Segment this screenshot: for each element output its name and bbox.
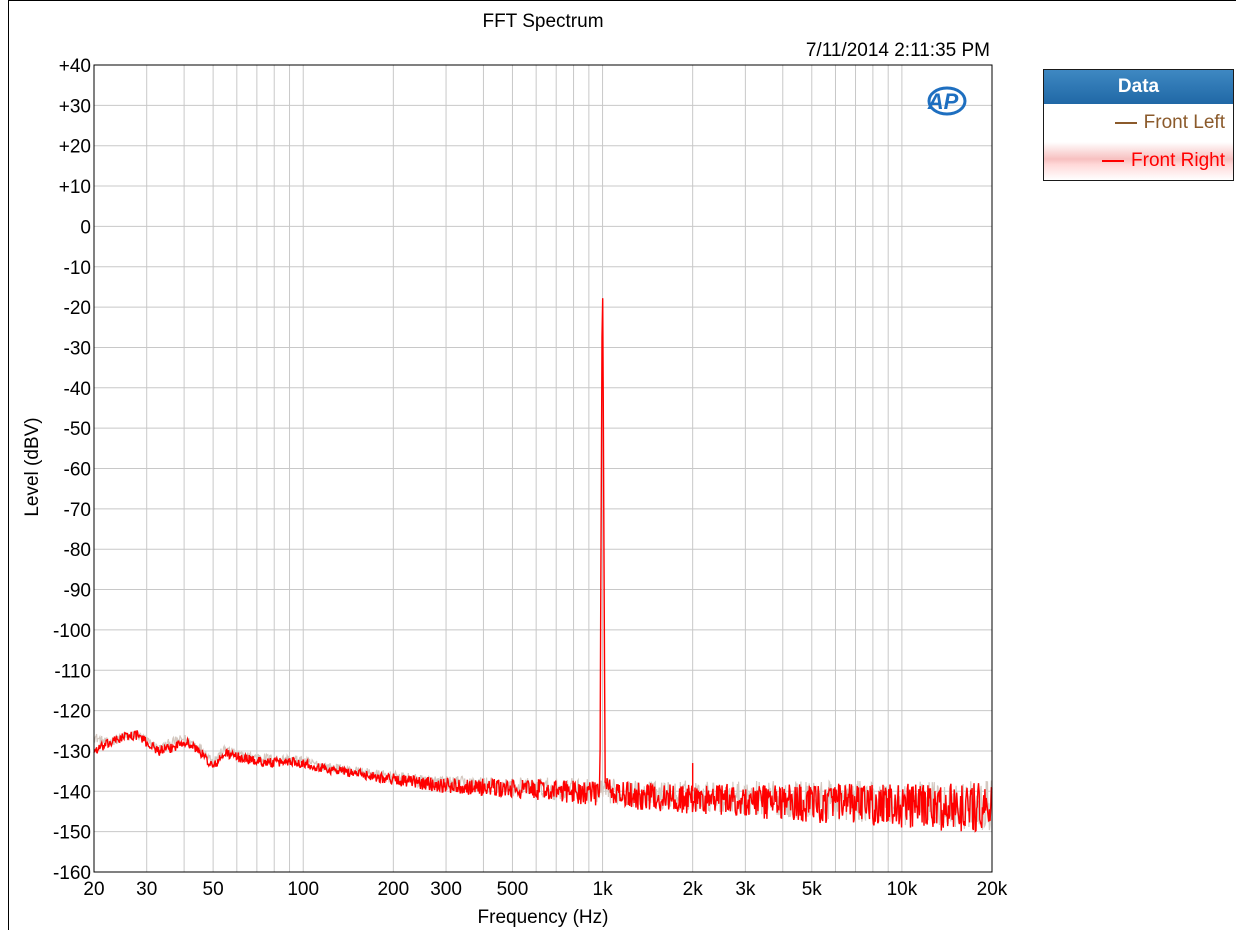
y-tick-label: -50: [64, 419, 91, 440]
legend-swatch-front-left: [1114, 122, 1137, 124]
x-tick-label: 2k: [683, 879, 704, 900]
x-tick-label: 300: [430, 879, 462, 900]
x-tick-label: 200: [377, 879, 409, 900]
tick-labels: +40 +30 +20 +10 0 -10 -20 -30 -40 -50 -60 -70 -80 -90…: [53, 56, 1008, 900]
y-tick-label: -10: [64, 258, 91, 279]
y-tick-label: -20: [64, 298, 91, 319]
series-layer: [93, 298, 993, 833]
ap-logo-text: AP: [927, 89, 959, 114]
legend: Data Front Left Front Right: [1043, 69, 1234, 181]
x-tick-label: 500: [497, 879, 529, 900]
x-tick-label: 50: [203, 879, 224, 900]
series-line-front-right: [93, 298, 993, 833]
x-tick-label: 30: [136, 879, 157, 900]
y-tick-label: +20: [59, 137, 91, 158]
x-axis-label: Frequency (Hz): [478, 907, 609, 928]
y-tick-label: -30: [64, 338, 91, 359]
y-tick-label: -80: [64, 540, 91, 561]
x-tick-label: 100: [287, 879, 319, 900]
y-tick-label: -110: [54, 661, 91, 682]
y-tick-label: -150: [53, 823, 91, 844]
y-tick-label: -140: [53, 782, 91, 803]
x-tick-label: 10k: [887, 879, 918, 900]
y-axis-label: Level (dBV): [22, 417, 43, 516]
y-tick-label: +30: [59, 96, 91, 117]
x-tick-label: 3k: [735, 879, 756, 900]
y-tick-label: -120: [53, 702, 91, 723]
plot-area: [93, 64, 993, 873]
y-tick-label: -90: [64, 581, 91, 602]
legend-label-front-right: Front Right: [1131, 150, 1225, 171]
chart-frame: [8, 0, 1236, 930]
y-tick-label: 0: [80, 217, 91, 238]
y-tick-label: +10: [59, 177, 91, 198]
grid: [94, 65, 992, 872]
chart-title: FFT Spectrum: [482, 11, 603, 32]
ap-logo: AP: [927, 86, 967, 116]
legend-swatch-front-right: [1102, 160, 1125, 162]
x-tick-label: 1k: [593, 879, 614, 900]
legend-label-front-left: Front Left: [1143, 112, 1225, 133]
legend-item-front-left[interactable]: Front Left: [1044, 104, 1233, 142]
x-tick-label: 5k: [802, 879, 823, 900]
y-tick-label: -130: [53, 742, 91, 763]
x-tick-label: 20k: [977, 879, 1008, 900]
y-tick-label: -40: [64, 379, 91, 400]
y-tick-label: -60: [64, 460, 91, 481]
legend-title: Data: [1044, 70, 1233, 104]
legend-item-front-right[interactable]: Front Right: [1044, 142, 1233, 180]
y-tick-label: -160: [53, 863, 91, 884]
y-tick-label: -100: [53, 621, 91, 642]
chart-timestamp: 7/11/2014 2:11:35 PM: [806, 40, 990, 61]
y-tick-label: +40: [59, 56, 91, 77]
y-tick-label: -70: [64, 500, 91, 521]
series-line-front-left: [93, 731, 993, 831]
x-tick-label: 20: [83, 879, 104, 900]
